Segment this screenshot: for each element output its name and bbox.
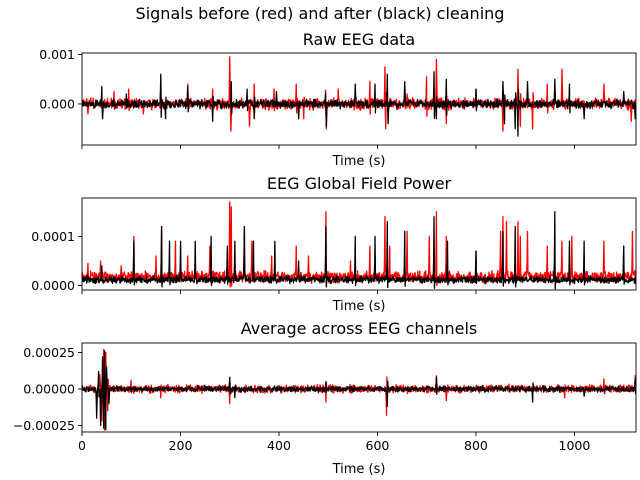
series-before-line — [82, 56, 636, 132]
y-tick-label: 0.001 — [39, 47, 75, 62]
panel-title: EEG Global Field Power — [267, 174, 452, 193]
series-before-line — [82, 201, 636, 288]
series-after-line — [82, 350, 636, 431]
y-tick-label: 0.000 — [39, 96, 75, 111]
series-after-line — [82, 211, 636, 290]
x-tick-label: 400 — [267, 438, 291, 453]
x-axis-label: Time (s) — [332, 299, 386, 314]
y-tick-label: −0.00025 — [13, 418, 75, 433]
x-tick-label: 600 — [366, 438, 390, 453]
axes-frame — [81, 197, 637, 291]
series-after-line — [82, 71, 636, 137]
x-tick-label: 1000 — [559, 438, 591, 453]
y-tick-label: 0.00000 — [23, 381, 75, 396]
panel-global-field-power: EEG Global Field Power Time (s) 0.0000 0.… — [31, 174, 637, 314]
axes-frame — [81, 52, 637, 146]
plot-area — [82, 56, 636, 137]
figure-suptitle: Signals before (red) and after (black) c… — [136, 4, 505, 23]
panel-average-channels: Average across EEG channels Time (s) −0.… — [13, 319, 637, 477]
plot-area — [82, 348, 636, 431]
y-tick-label: 0.00025 — [23, 345, 75, 360]
plot-area — [82, 201, 636, 290]
x-tick-label: 0 — [78, 438, 86, 453]
x-tick-label: 800 — [464, 438, 488, 453]
panel-title: Average across EEG channels — [241, 319, 478, 338]
x-tick-label: 200 — [169, 438, 193, 453]
y-tick-label: 0.0001 — [31, 229, 75, 244]
y-tick-label: 0.0000 — [31, 278, 75, 293]
x-axis-label: Time (s) — [332, 462, 386, 477]
panel-raw-eeg: Raw EEG data Time (s) 0.000 0.001 — [39, 30, 637, 169]
axes-frame — [81, 342, 637, 433]
x-axis-label: Time (s) — [332, 154, 386, 169]
panel-title: Raw EEG data — [303, 30, 415, 49]
